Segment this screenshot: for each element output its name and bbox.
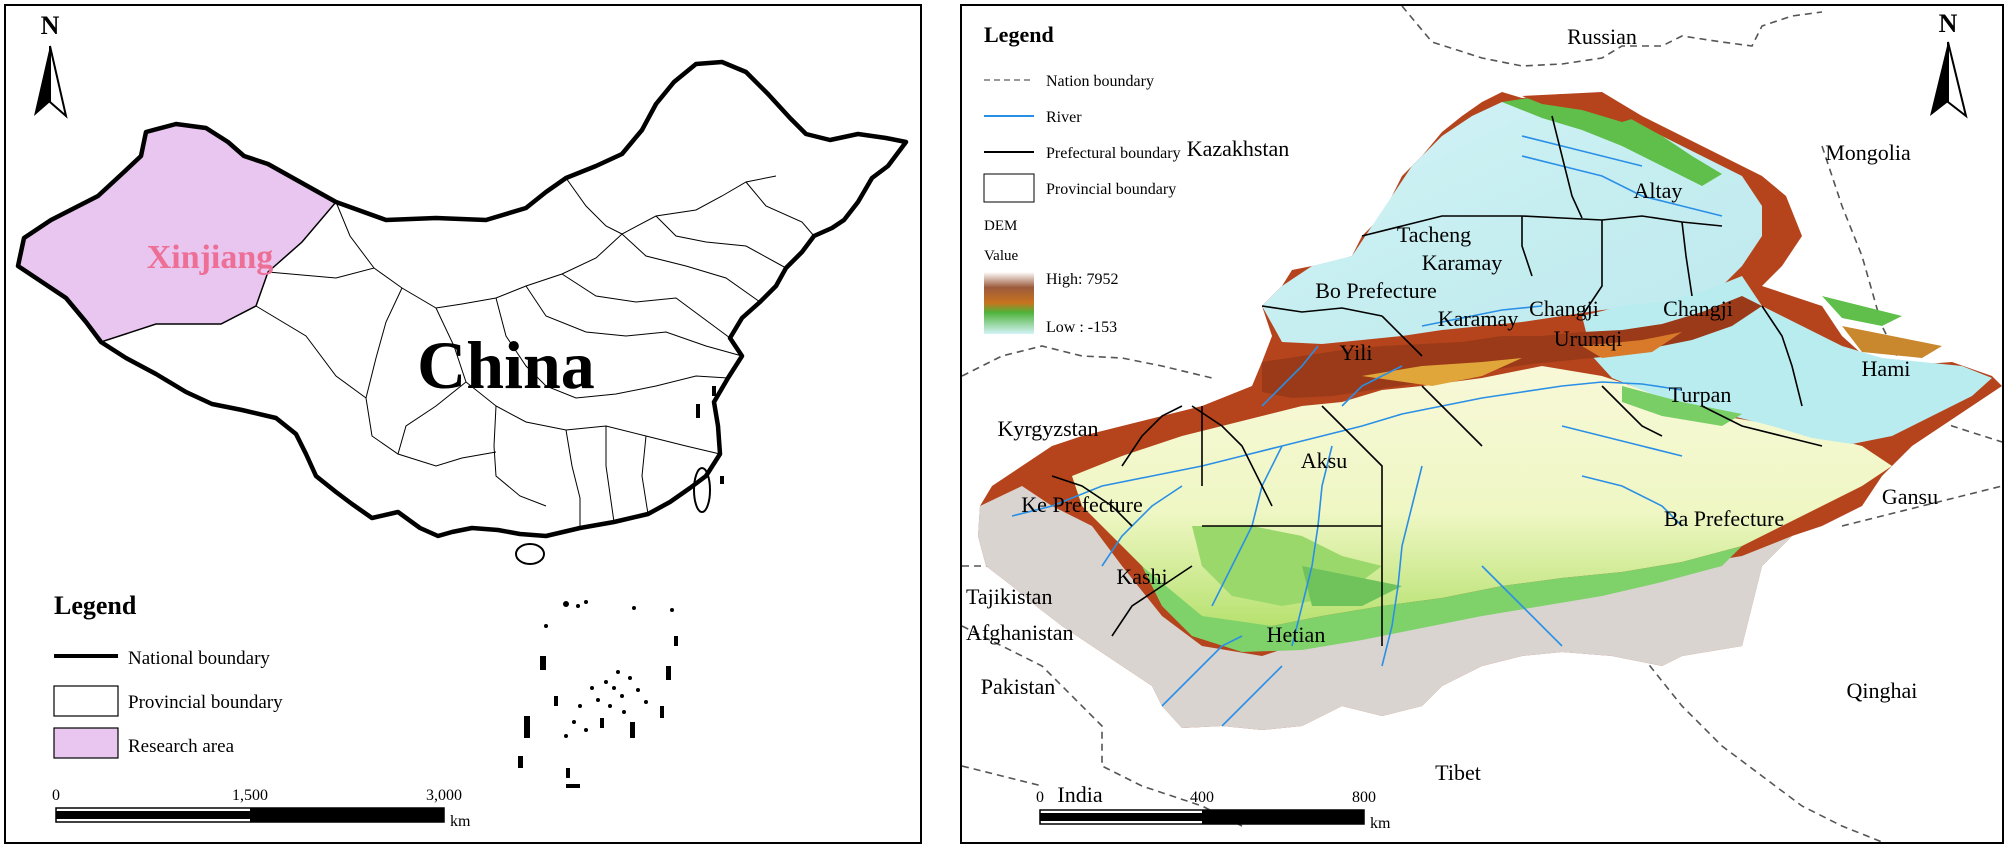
label-yili: Yili <box>1339 340 1372 365</box>
label-afghanistan: Afghanistan <box>966 620 1074 645</box>
label-gansu: Gansu <box>1882 484 1938 509</box>
xinjiang-label: Xinjiang <box>147 239 274 276</box>
china-national-boundary <box>15 59 909 539</box>
label-altay: Altay <box>1634 178 1683 203</box>
legend-nation-boundary-label: Nation boundary <box>1046 73 1154 90</box>
label-changji-2: Changji <box>1663 296 1733 321</box>
xinjiang-dem-map: N Legend Nation boundary River Prefectur… <box>960 4 2004 844</box>
left-legend: Legend National boundary Provincial boun… <box>53 591 283 759</box>
label-qinghai: Qinghai <box>1847 678 1918 703</box>
label-urumqi: Urumqi <box>1554 326 1622 351</box>
right-scale-unit: km <box>1370 815 1391 832</box>
label-ke-prefecture: Ke Prefecture <box>1021 492 1143 517</box>
legend-national-boundary-label: National boundary <box>128 648 270 669</box>
label-hetian: Hetian <box>1267 622 1326 647</box>
label-mongolia: Mongolia <box>1825 140 1911 165</box>
prefecture-labels: Altay Tacheng Karamay Bo Prefecture Kara… <box>1021 178 1910 647</box>
rivers <box>1011 135 1723 727</box>
label-karamay-2: Karamay <box>1438 306 1519 331</box>
xinjiang-research-area <box>17 123 338 343</box>
legend-dem-high: High: 7952 <box>1046 271 1118 288</box>
legend-provincial-boundary-symbol <box>983 173 1035 203</box>
label-russian: Russian <box>1567 24 1637 49</box>
legend-prefectural-boundary-label: Prefectural boundary <box>1046 145 1181 162</box>
legend-provincial-boundary-label: Provincial boundary <box>1046 181 1176 198</box>
xinjiang-dem-svg: N Legend Nation boundary River Prefectur… <box>962 6 2002 842</box>
label-karamay-1: Karamay <box>1422 250 1503 275</box>
label-hami: Hami <box>1862 356 1911 381</box>
label-tajikistan: Tajikistan <box>966 584 1052 609</box>
provincial-boundaries <box>255 175 815 528</box>
label-bo-prefecture: Bo Prefecture <box>1315 278 1437 303</box>
left-legend-title: Legend <box>54 591 137 620</box>
right-legend-title: Legend <box>984 22 1054 47</box>
neighbor-labels: Russian Kazakhstan Mongolia Kyrgyzstan G… <box>966 24 1938 807</box>
left-scale-bar: 0 1,500 3,000 km <box>52 787 471 830</box>
right-scale-tick-2: 800 <box>1352 789 1376 806</box>
legend-river-label: River <box>1046 109 1082 126</box>
legend-provincial-boundary-symbol <box>53 685 119 717</box>
left-scale-tick-1: 1,500 <box>232 787 268 804</box>
north-arrow: N <box>34 11 68 119</box>
legend-dem-title: DEM <box>984 218 1017 234</box>
label-ba-prefecture: Ba Prefecture <box>1664 506 1784 531</box>
legend-provincial-boundary-label: Provincial boundary <box>128 692 283 713</box>
label-changji-1: Changji <box>1529 296 1599 321</box>
china-label: China <box>417 327 595 403</box>
label-pakistan: Pakistan <box>981 674 1056 699</box>
north-arrow-right <box>49 45 68 119</box>
left-scale-tick-2: 3,000 <box>426 787 462 804</box>
north-arrow-left <box>34 46 50 116</box>
label-aksu: Aksu <box>1301 448 1347 473</box>
right-scale-bar: 0 400 800 km <box>1036 789 1391 832</box>
legend-dem-value: Value <box>984 248 1018 264</box>
china-map-svg: N <box>15 11 909 830</box>
label-kazakhstan: Kazakhstan <box>1187 136 1290 161</box>
right-scale-tick-1: 400 <box>1190 789 1214 806</box>
north-label: N <box>41 11 60 40</box>
label-turpan: Turpan <box>1669 382 1732 407</box>
legend-dem-ramp <box>984 272 1034 334</box>
left-scale-tick-0: 0 <box>52 787 60 804</box>
label-india: India <box>1057 782 1102 807</box>
china-location-map: N <box>4 4 922 844</box>
legend-research-area-label: Research area <box>128 736 235 757</box>
label-kashi: Kashi <box>1116 564 1167 589</box>
label-tacheng: Tacheng <box>1397 222 1471 247</box>
legend-research-area-symbol <box>53 727 119 759</box>
right-legend: Legend Nation boundary River Prefectural… <box>983 22 1181 336</box>
right-north-label: N <box>1939 9 1958 38</box>
dem-terrain <box>978 92 2002 730</box>
legend-dem-low: Low : -153 <box>1046 319 1117 336</box>
label-kyrgyzstan: Kyrgyzstan <box>997 416 1098 441</box>
right-scale-tick-0: 0 <box>1036 789 1044 806</box>
prefectural-boundaries <box>1051 115 1823 646</box>
right-north-arrow: N <box>1930 9 1968 119</box>
islands <box>515 386 724 788</box>
left-scale-unit: km <box>450 813 471 830</box>
label-tibet: Tibet <box>1435 760 1481 785</box>
